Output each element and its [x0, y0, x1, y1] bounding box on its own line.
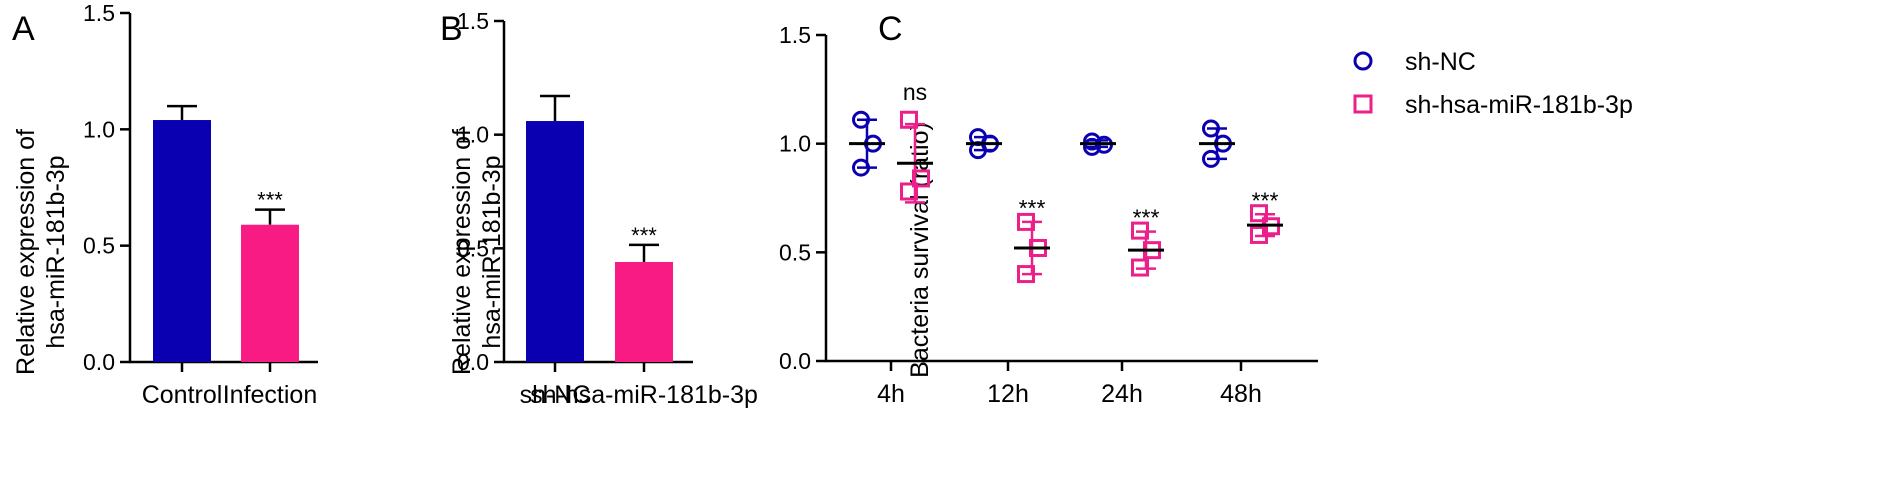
panel-b-bar-sh-hsa-mir-181b-3p [615, 261, 673, 362]
panel-label-c: C [878, 10, 903, 48]
panel-c-point-sh-hsa-mir-181b-3p [1017, 265, 1035, 284]
panel-a: Relative expression of hsa-miR-181b-3p 0… [12, 0, 318, 409]
panel-b-significance-label: *** [631, 223, 657, 248]
panel-c-point-sh-nc [1202, 119, 1220, 138]
panel-c: Bacteria survival (ratio) 0.0 0.5 1.0 1.5 4h… [779, 22, 1633, 408]
panel-a-y-tick-label: 0.5 [83, 233, 115, 259]
panel-c-significance-label: *** [1133, 205, 1160, 231]
panel-b-x-tick-label: sh-hsa-miR-181b-3p [530, 381, 758, 409]
panel-c-point-sh-hsa-mir-181b-3p [1250, 204, 1268, 223]
panel-c-point-sh-nc [1083, 132, 1101, 151]
legend: sh-NC sh-hsa-miR-181b-3p [1353, 48, 1633, 119]
panel-a-y-title-line-2: hsa-miR-181b-3p [42, 155, 70, 348]
panel-a-y-title-line-1: Relative expression of [12, 129, 40, 375]
panel-c-y-title: Bacteria survival (ratio) [906, 122, 934, 378]
panel-a-y-tick-label: 1.0 [83, 116, 115, 142]
panel-a-plot: 0.0 0.5 1.0 1.5 Control Infection *** [83, 0, 318, 409]
panel-c-significance-label: ns [903, 79, 927, 105]
panel-a-bar-control [153, 120, 211, 362]
panel-a-significance-label: *** [257, 188, 283, 213]
panel-c-point-sh-hsa-mir-181b-3p [1131, 258, 1149, 277]
panel-c-point-sh-hsa-mir-181b-3p [1017, 212, 1035, 231]
panel-c-point-sh-nc [852, 158, 870, 177]
panel-c-y-title-text: Bacteria survival (ratio) [906, 122, 934, 378]
panel-b-y-title-line-2: hsa-miR-181b-3p [478, 155, 506, 348]
panel-a-y-tick-label: 0.0 [83, 349, 115, 375]
panel-c-x-tick-label: 12h [987, 380, 1029, 408]
panel-b-x-tick-label: sh-NC [520, 381, 591, 409]
panel-b-y-tick-label: 0.5 [457, 235, 489, 261]
panel-b-y-tick-label: 0.0 [457, 349, 489, 375]
panel-b: Relative expression of hsa-miR-181b-3p 0… [448, 8, 758, 409]
legend-marker-sh-nc [1353, 51, 1373, 71]
panel-c-y-tick-label: 0.0 [779, 348, 811, 374]
panel-b-y-title: Relative expression of hsa-miR-181b-3p [448, 129, 506, 375]
panel-a-x-tick-label: Infection [223, 381, 318, 409]
panel-c-point-sh-hsa-mir-181b-3p [900, 110, 918, 129]
panel-c-point-sh-hsa-mir-181b-3p [900, 182, 918, 201]
panel-c-plot: 0.0 0.5 1.0 1.5 4h 12h 24h 48h ns *** *** *** [779, 22, 1318, 408]
panel-c-point-sh-hsa-mir-181b-3p [1131, 221, 1149, 240]
panel-a-y-title: Relative expression of hsa-miR-181b-3p [12, 129, 70, 375]
panel-c-point-sh-hsa-mir-181b-3p [912, 169, 930, 188]
panel-b-y-tick-label: 1.5 [457, 8, 489, 34]
panel-c-point-sh-nc [1083, 137, 1101, 156]
panel-c-significance-label: *** [1252, 187, 1279, 213]
panel-c-x-tick-label: 4h [877, 380, 905, 408]
panel-b-y-title-line-1: Relative expression of [448, 129, 476, 375]
panel-c-y-tick-label: 0.5 [779, 239, 811, 265]
panel-c-point-sh-hsa-mir-181b-3p [1250, 225, 1268, 244]
legend-marker-sh-hsa-mir-181b-3p [1353, 94, 1373, 114]
panel-c-y-tick-label: 1.0 [779, 131, 811, 157]
panel-c-x-tick-label: 48h [1220, 380, 1262, 408]
panel-label-a: A [12, 10, 35, 48]
legend-label: sh-hsa-miR-181b-3p [1405, 91, 1633, 119]
panel-c-y-tick-label: 1.5 [779, 22, 811, 48]
panel-a-bar-infection [241, 224, 299, 362]
legend-label: sh-NC [1405, 48, 1476, 76]
panel-a-y-tick-label: 1.5 [83, 0, 115, 26]
panel-c-point-sh-nc [852, 110, 870, 129]
panel-c-x-tick-label: 24h [1101, 380, 1143, 408]
panel-c-significance-label: *** [1019, 195, 1046, 221]
panel-b-bar-sh-nc [526, 121, 584, 362]
panel-label-b: B [440, 10, 463, 48]
panel-a-x-tick-label: Control [142, 381, 223, 409]
panel-b-y-tick-label: 1.0 [457, 122, 489, 148]
panel-c-point-sh-nc [1202, 149, 1220, 168]
